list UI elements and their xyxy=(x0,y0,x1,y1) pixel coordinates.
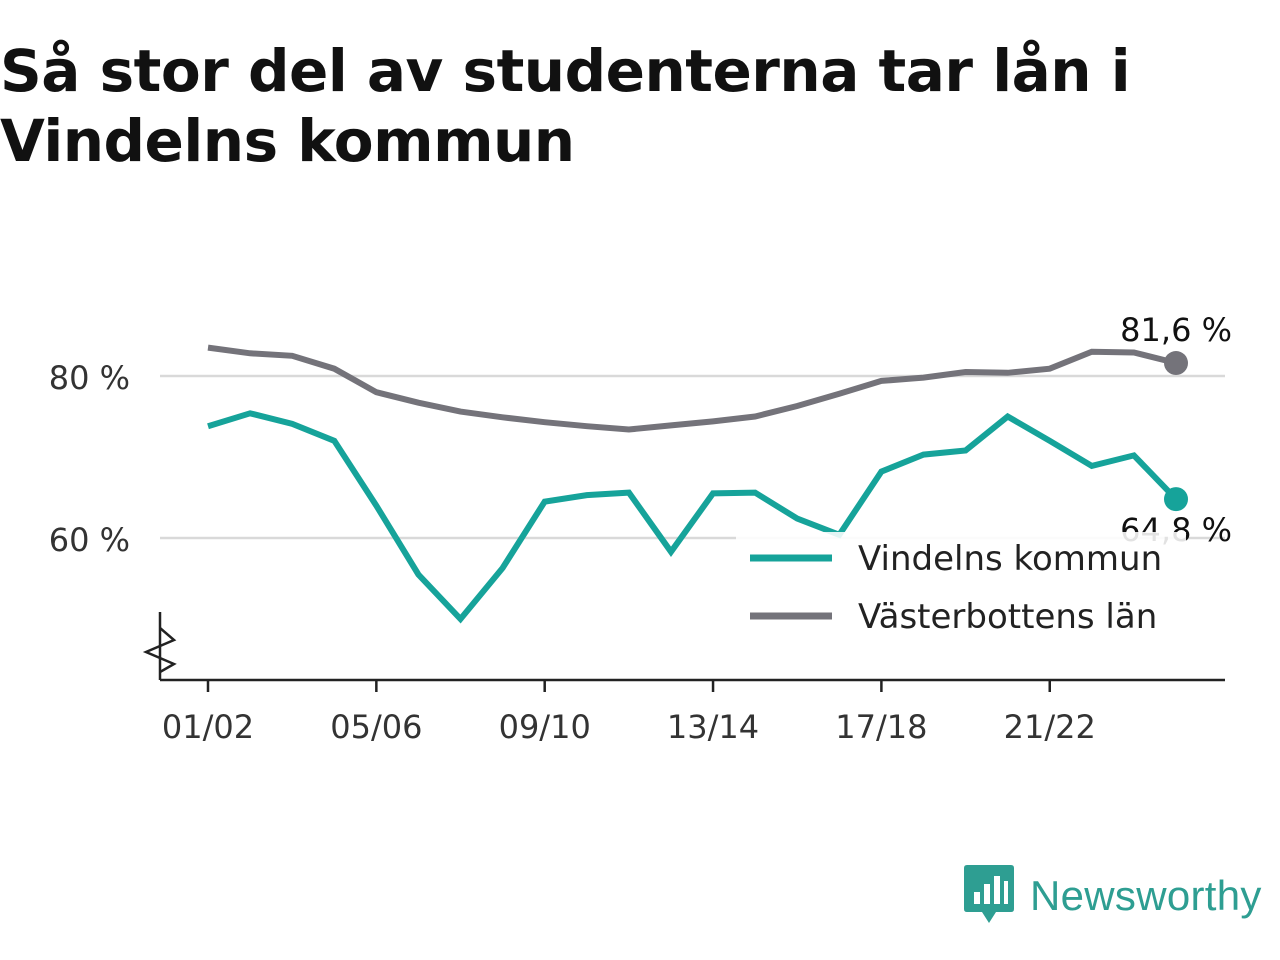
y-tick-label: 60 % xyxy=(49,521,130,559)
x-tick-label: 01/02 xyxy=(162,708,254,746)
series-line xyxy=(207,344,1177,433)
newsworthy-logo-icon xyxy=(964,865,1014,923)
series-line xyxy=(207,410,1179,624)
end-value-label: 81,6 % xyxy=(1120,311,1232,349)
x-tick-label: 21/22 xyxy=(1004,708,1096,746)
series-lines: 81,6 %64,8 % xyxy=(207,311,1232,624)
series-end-point xyxy=(1164,351,1188,376)
y-axis-break xyxy=(142,627,177,674)
legend-label: Vindelns kommun xyxy=(858,539,1162,579)
x-tick-label: 17/18 xyxy=(835,708,927,746)
brand: Newsworthy xyxy=(964,864,1262,928)
legend-label: Västerbottens län xyxy=(858,597,1157,637)
brand-name: Newsworthy xyxy=(1030,872,1262,919)
y-tick-label: 80 % xyxy=(49,359,130,397)
axes: 60 % 80 % 01/02 05/06 09/10 13/14 17/18 21/22 xyxy=(49,359,1225,746)
grid-lines xyxy=(160,374,1225,540)
chart-title: Så stor del av studenterna tar lån i Vin… xyxy=(0,37,1131,175)
legend: Vindelns kommun Västerbottens län xyxy=(736,532,1186,644)
legend-background xyxy=(736,532,1186,644)
x-tick-label: 09/10 xyxy=(499,708,591,746)
x-tick-label: 05/06 xyxy=(330,708,422,746)
x-tick-label: 13/14 xyxy=(667,708,759,746)
series-end-point xyxy=(1164,487,1188,512)
